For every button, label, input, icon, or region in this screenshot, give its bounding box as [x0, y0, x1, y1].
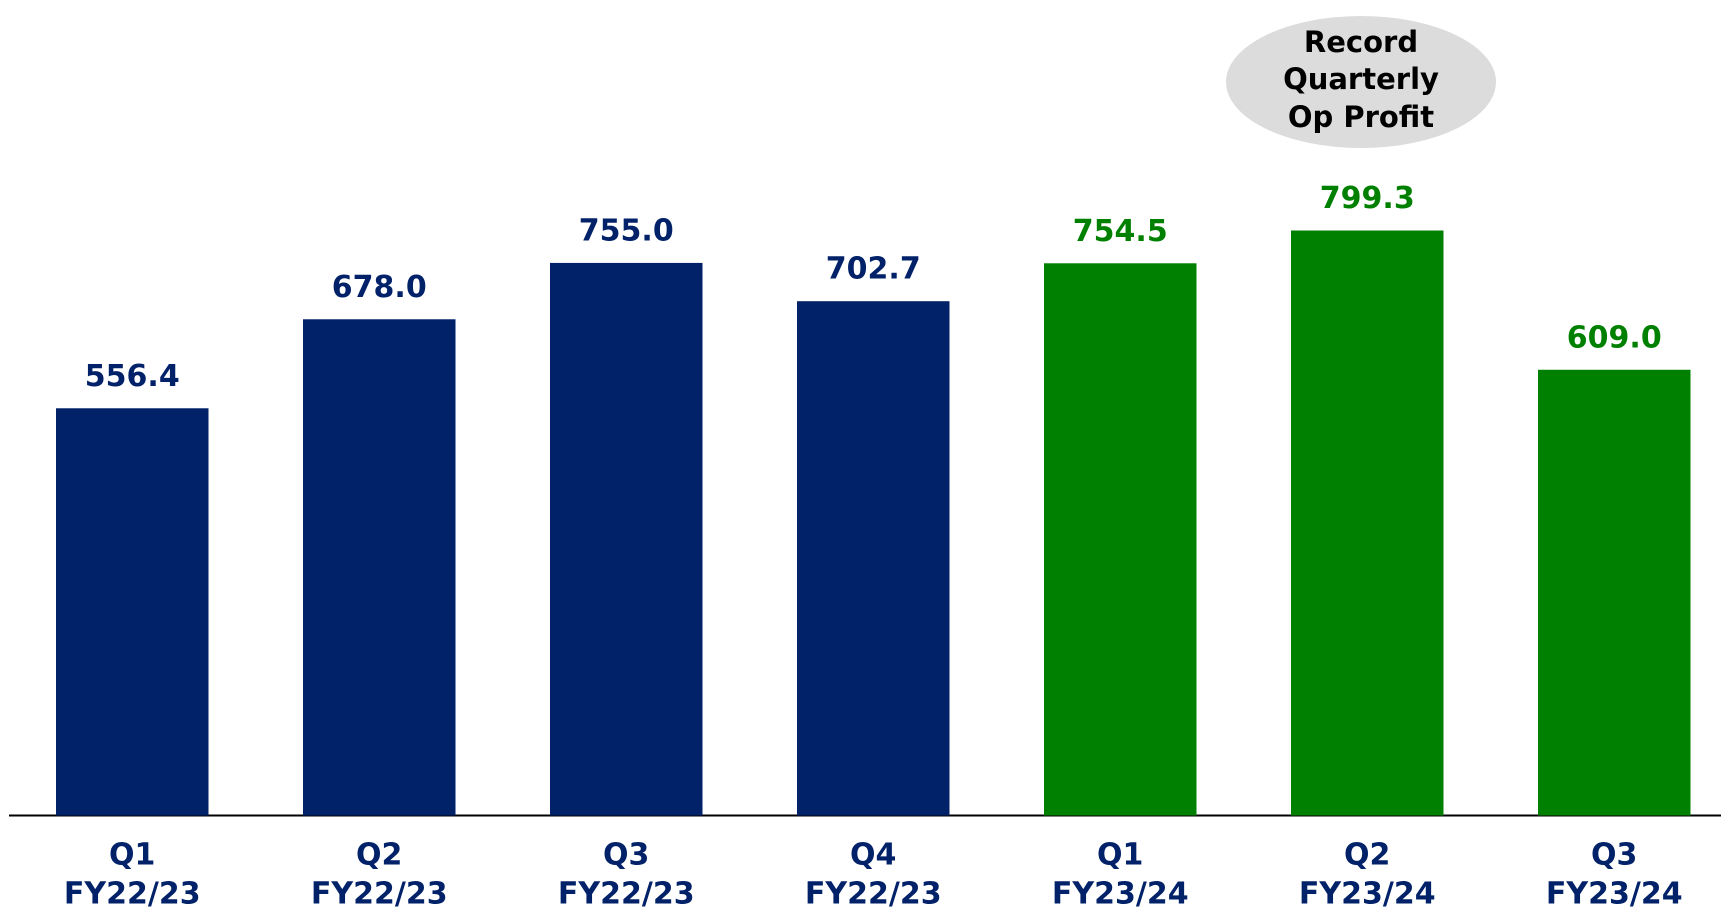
x-tick-label: Q3: [603, 838, 649, 873]
x-tick-label: FY22/23: [558, 877, 695, 912]
annotation-text: Op Profit: [1288, 100, 1434, 134]
bar: [1291, 230, 1444, 816]
x-tick-label: FY23/24: [1546, 877, 1683, 912]
value-label: 609.0: [1567, 320, 1662, 355]
bar: [1538, 369, 1691, 816]
annotation-bubble: [1226, 16, 1496, 148]
x-tick-label: FY23/24: [1299, 877, 1436, 912]
value-label: 754.5: [1073, 214, 1168, 249]
annotation-text: Record: [1304, 25, 1418, 59]
bar: [1044, 263, 1197, 816]
value-label: 556.4: [85, 359, 180, 394]
bar: [56, 408, 209, 816]
annotation-text: Quarterly: [1283, 62, 1439, 96]
x-tick-label: Q4: [850, 838, 896, 873]
x-tick-label: Q1: [109, 838, 155, 873]
x-tick-label: Q2: [356, 838, 402, 873]
value-label: 799.3: [1320, 181, 1415, 216]
x-tick-label: FY22/23: [64, 877, 201, 912]
value-label: 678.0: [332, 270, 427, 305]
x-tick-label: FY23/24: [1052, 877, 1189, 912]
value-label: 702.7: [826, 252, 921, 287]
x-tick-label: FY22/23: [805, 877, 942, 912]
x-tick-label: FY22/23: [311, 877, 448, 912]
bar: [303, 319, 456, 816]
x-tick-label: Q2: [1344, 838, 1390, 873]
x-tick-label: Q3: [1591, 838, 1637, 873]
x-tick-label: Q1: [1097, 838, 1143, 873]
value-label: 755.0: [579, 213, 674, 248]
bar: [797, 301, 950, 816]
bar: [550, 262, 703, 816]
